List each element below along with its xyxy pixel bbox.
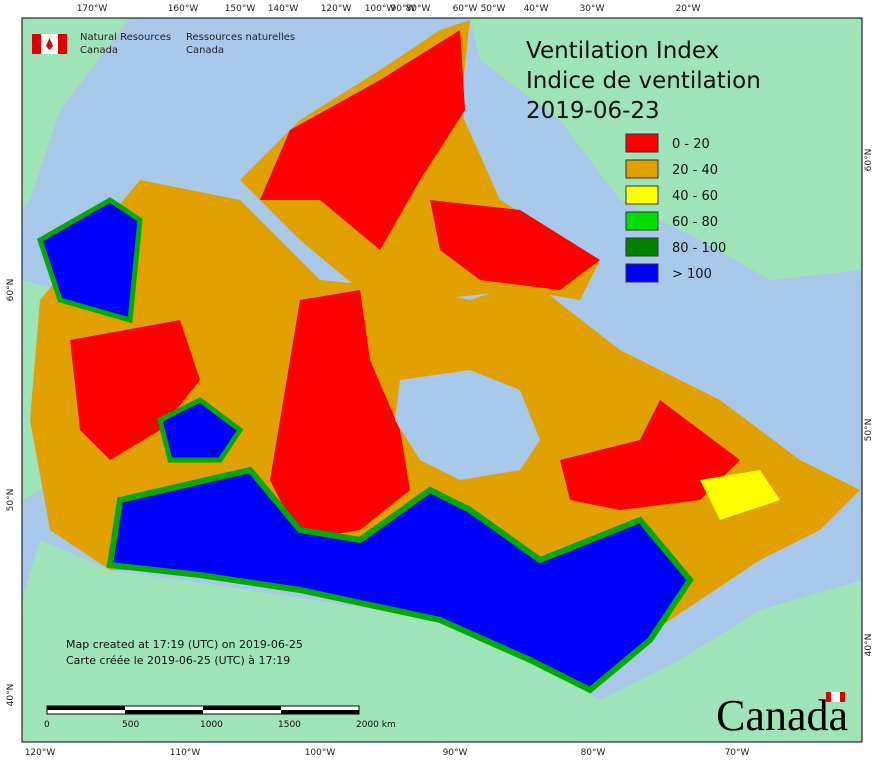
legend-label: 40 - 60 [672,189,718,204]
scale-label: 1500 [278,720,301,730]
graticule-bottom: 120°W [25,748,56,758]
zone-red-west [70,320,200,460]
graticule-bottom: 70°W [725,748,750,758]
legend-swatch [625,237,659,257]
graticule-top: 50°W [481,4,506,14]
zone-blue-lake [157,397,244,463]
agency-fr: Canada [186,45,224,56]
graticule-right: 40°N [864,634,874,657]
agency-en: Canada [80,45,118,56]
graticule-top: 120°W [321,4,352,14]
graticule-bottom: 90°W [443,748,468,758]
zone-red-central [270,290,410,540]
legend-label: 80 - 100 [672,241,726,256]
graticule-labels: 170°W 160°W 150°W 140°W 120°W 100°W90°W80°W 60… [6,4,874,758]
agency-en: Natural Resources [80,32,171,43]
graticule-left: 40°N [6,684,16,707]
zone-blue-nw [36,197,143,324]
legend-label: 0 - 20 [672,137,710,152]
legend-swatch [625,133,659,153]
legend-swatch [625,211,659,231]
graticule-bottom: 80°W [581,748,606,758]
credit: Map created at 17:19 (UTC) on 2019-06-25 [66,638,303,651]
legend-swatch [625,263,659,283]
zone-red-arctic [260,30,465,250]
zone-red-east [560,400,740,510]
credit: Carte créée le 2019-06-25 (UTC) à 17:19 [66,654,290,667]
flag-logo [32,34,67,54]
land-greenland [470,18,862,280]
graticule-left: 60°N [6,279,16,302]
graticule-bottom: 110°W [170,748,201,758]
graticule-right: 60°N [864,149,874,172]
legend-swatch [625,159,659,179]
graticule-bottom: 100°W [305,748,336,758]
map [22,18,862,742]
scale-bar [46,705,360,715]
map-title: Ventilation Index [526,38,719,64]
graticule-top: 40°W [524,4,549,14]
zone-red-baffin [430,200,600,290]
graticule-top: 60°W [453,4,478,14]
graticule-top: 100°W [365,4,396,14]
wordmark-flag [826,691,845,703]
scale-label: 500 [122,720,139,730]
graticule-top: 20°W [676,4,701,14]
legend-label: 60 - 80 [672,215,718,230]
scale-labels: 0 500 1000 1500 2000 km [44,720,396,730]
zone-yellow-east [700,470,780,520]
land-usa [22,540,862,742]
map-frame [21,17,863,743]
graticule-top: 170°W [77,4,108,14]
legend: 0 - 20 20 - 40 40 - 60 60 - 80 80 - 100 > 100 [625,133,726,283]
agency-fr: Ressources naturelles [186,32,295,43]
graticule-top: 140°W [268,4,299,14]
legend-label: > 100 [672,267,712,282]
graticule-top: 160°W [168,4,199,14]
hudson-bay [395,370,540,480]
scale-label: 1000 [200,720,223,730]
legend-label: 20 - 40 [672,163,718,178]
map-title: Indice de ventilation [526,68,761,94]
legend-swatch [625,185,659,205]
scale-label: 0 [44,720,50,730]
graticule-top: 80°W [406,4,431,14]
graticule-top: 90°W [391,4,416,14]
map-date: 2019-06-23 [526,98,660,124]
graticule-top: 30°W [580,4,605,14]
graticule-left: 50°N [6,489,16,512]
land-alaska-n [22,18,130,210]
scale-label: 2000 km [356,720,396,730]
zone-blue-south [106,466,694,694]
graticule-top: 150°W [225,4,256,14]
graticule-right: 50°N [864,419,874,442]
